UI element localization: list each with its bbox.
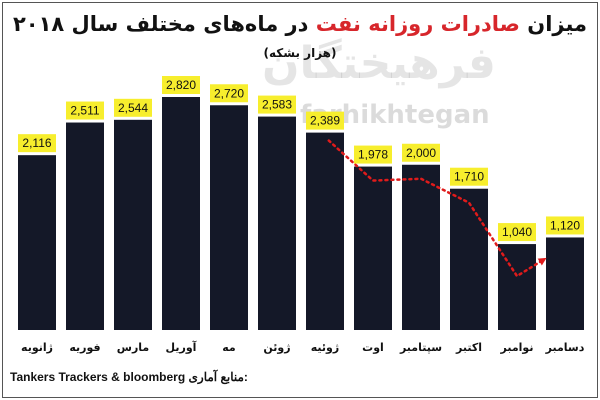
category-label: ژانویه xyxy=(21,341,53,354)
source-text: Tankers Trackers & bloomberg xyxy=(10,370,186,384)
category-label: مارس xyxy=(117,341,149,354)
value-label-box xyxy=(402,143,440,162)
trend-group xyxy=(327,139,547,278)
chart-subtitle: (هزار بشکه) xyxy=(263,46,337,60)
trend-line xyxy=(327,139,547,278)
value-label: 1,978 xyxy=(358,148,388,162)
value-label-box xyxy=(210,84,248,103)
bar xyxy=(402,164,440,330)
value-label-box xyxy=(498,223,536,242)
bar xyxy=(162,97,200,330)
bars-group xyxy=(18,97,584,331)
category-label: اکتبر xyxy=(455,341,482,354)
title-highlight: صادرات روزانه نفت xyxy=(315,12,520,36)
source-note: Tankers Trackers & bloomberg :منابع آمار… xyxy=(10,370,248,384)
value-label-box xyxy=(18,134,56,153)
title-suffix: در ماه‌های مختلف سال ۲۰۱۸ xyxy=(12,12,316,36)
category-label: نوامبر xyxy=(500,341,534,354)
watermark-persian: فرهیختگان xyxy=(262,38,496,89)
bar xyxy=(114,119,152,330)
source-label: :منابع آماری xyxy=(188,370,248,384)
labels-group: 2,116 ژانویه 2,511 فوریه 2,544 مارس 2,820 آوریل… xyxy=(18,76,585,354)
value-label-box xyxy=(258,95,296,114)
bar xyxy=(66,122,104,330)
value-label-box xyxy=(162,76,200,94)
value-label: 2,544 xyxy=(118,101,148,115)
value-label: 2,583 xyxy=(262,98,292,112)
value-label-box xyxy=(306,111,344,130)
value-label: 1,710 xyxy=(454,170,484,184)
value-label: 1,040 xyxy=(502,225,532,239)
value-label: 2,820 xyxy=(166,78,196,92)
category-label: دسامبر xyxy=(545,341,585,354)
bar xyxy=(258,116,296,331)
title-prefix: میزان xyxy=(519,12,588,36)
chart-title: میزان صادرات روزانه نفت در ماه‌های مختلف… xyxy=(0,12,600,36)
bar xyxy=(498,244,536,330)
category-label: سپتامبر xyxy=(399,341,442,354)
value-label-box xyxy=(450,167,488,186)
bar xyxy=(354,166,392,330)
value-label-box xyxy=(114,98,152,117)
category-label: ژوئیه xyxy=(311,341,339,354)
category-label: اوت xyxy=(362,341,384,354)
category-label: آوریل xyxy=(166,340,197,354)
value-label: 2,720 xyxy=(214,86,244,100)
category-label: فوریه xyxy=(69,341,100,354)
category-label: ژوئن xyxy=(263,341,290,354)
value-label-box xyxy=(66,101,104,120)
value-label: 2,116 xyxy=(22,136,51,150)
category-label: مه xyxy=(222,341,235,354)
value-label-box xyxy=(354,145,392,164)
bar xyxy=(306,132,344,330)
bar xyxy=(210,105,248,330)
bar xyxy=(546,237,584,330)
value-label: 2,511 xyxy=(70,104,99,118)
value-label: 2,000 xyxy=(406,146,436,160)
value-label-box xyxy=(546,216,584,235)
bar xyxy=(450,188,488,330)
bar xyxy=(18,155,56,330)
value-label: 1,120 xyxy=(550,218,580,232)
value-label: 2,389 xyxy=(310,114,340,128)
